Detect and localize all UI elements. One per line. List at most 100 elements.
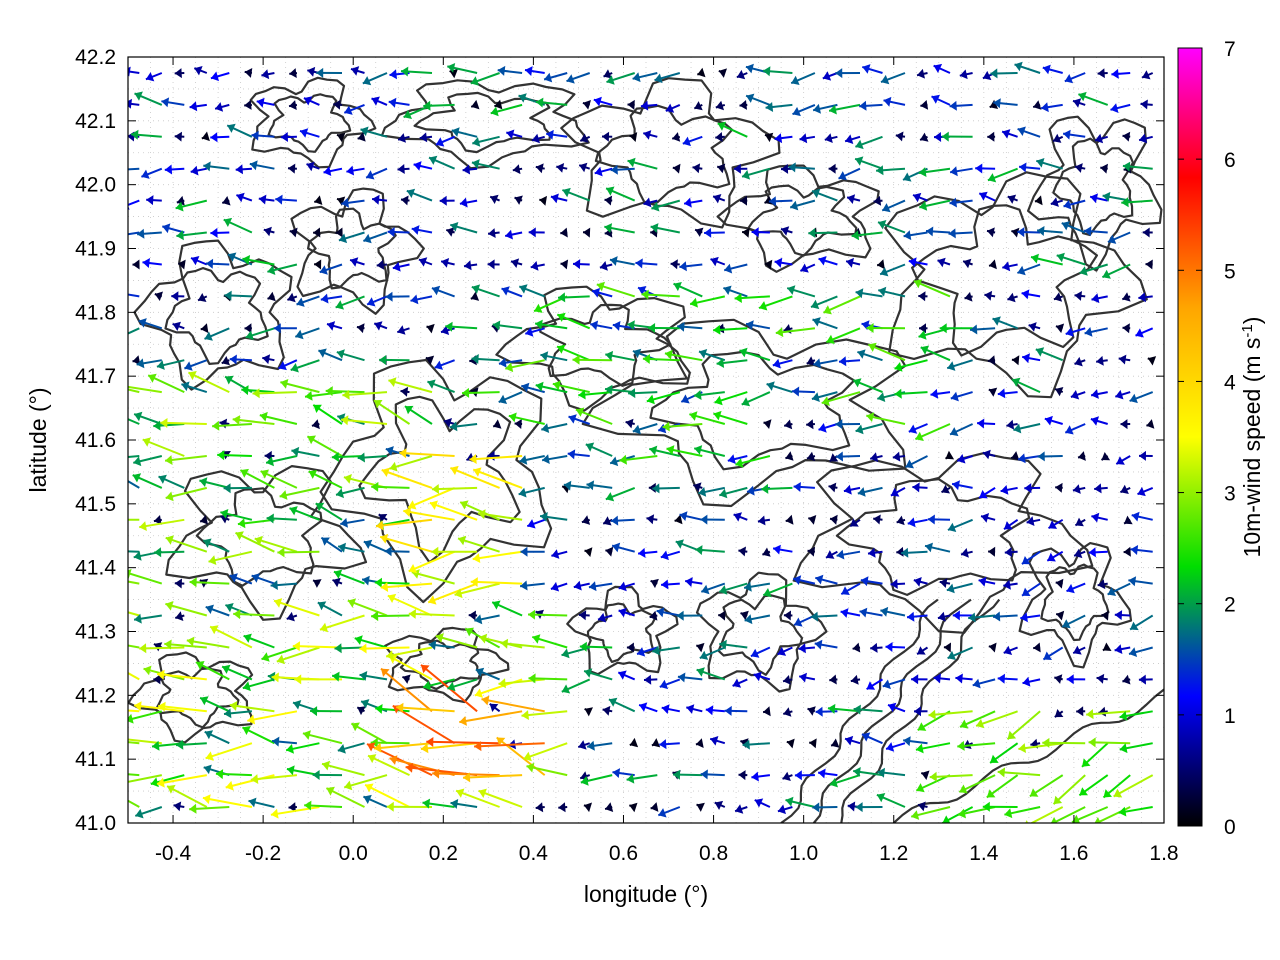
wind-arrow-head	[432, 768, 440, 779]
wind-arrow-head	[606, 75, 615, 85]
wind-arrow	[128, 167, 140, 171]
wind-arrow-head	[189, 101, 198, 112]
wind-arrow-head	[558, 292, 566, 303]
wind-arrow-head	[247, 714, 256, 725]
wind-arrow-head	[251, 573, 260, 583]
wind-arrow	[128, 773, 140, 777]
wind-arrow-head	[450, 222, 459, 232]
y-axis: 41.0 41.1 41.2 41.3 41.4 41.5 41.6 41.7 41.8 41.9…	[75, 46, 1164, 835]
wind-arrow-head	[1096, 355, 1104, 366]
wind-arrow	[1029, 806, 1064, 823]
wind-arrow-head	[1142, 227, 1150, 238]
wind-arrow-head	[512, 164, 521, 175]
wind-arrow-head	[289, 506, 298, 516]
wind-arrow-head	[839, 356, 847, 367]
wind-arrow-head	[458, 535, 467, 546]
wind-arrow-head	[371, 611, 379, 622]
wind-arrow-head	[644, 674, 652, 685]
wind-arrow-head	[618, 607, 627, 618]
wind-arrow-head	[431, 484, 439, 494]
wind-arrow-head	[578, 389, 586, 400]
wind-arrow-head	[784, 419, 793, 430]
wind-arrow-head	[203, 538, 212, 548]
wind-arrow-head	[1056, 610, 1065, 621]
wind-arrow-head	[764, 259, 773, 270]
wind-arrow-head	[870, 642, 878, 653]
wind-arrow-head	[757, 515, 766, 526]
wind-arrow-head	[937, 257, 946, 268]
wind-arrow-head	[811, 299, 820, 310]
wind-arrow-head	[735, 458, 744, 468]
colorbar-tick-label: 4	[1224, 371, 1236, 394]
contour-line	[195, 487, 323, 587]
wind-arrow-head	[568, 414, 577, 424]
wind-arrow-head	[639, 702, 648, 712]
wind-arrow	[379, 535, 433, 553]
wind-arrow-head	[594, 166, 603, 177]
wind-arrow	[340, 418, 388, 425]
wind-arrow-head	[681, 394, 690, 404]
wind-arrow	[321, 762, 365, 777]
wind-arrow-head	[585, 442, 595, 452]
contour-line	[1018, 542, 1133, 669]
wind-arrow-head	[782, 771, 791, 781]
wind-arrow-head	[947, 650, 956, 660]
wind-arrow-head	[498, 394, 508, 404]
wind-arrow-head	[1078, 451, 1086, 461]
wind-arrow	[156, 774, 207, 785]
wind-arrow-head	[535, 163, 544, 174]
wind-arrow-head	[471, 284, 481, 294]
wind-arrow-head	[877, 767, 885, 778]
wind-arrow-head	[322, 760, 331, 771]
wind-arrow-head	[1004, 547, 1013, 558]
wind-arrow-head	[1139, 133, 1148, 144]
wind-arrow-head	[988, 387, 998, 397]
wind-arrow-head	[235, 531, 244, 541]
wind-arrow-head	[520, 546, 528, 557]
wind-arrow-head	[560, 259, 569, 270]
wind-arrow-head	[1088, 737, 1096, 748]
wind-arrow-head	[949, 100, 957, 111]
wind-arrow	[342, 391, 388, 397]
wind-arrow-head	[327, 321, 336, 331]
wind-arrow-head	[357, 452, 365, 463]
wind-arrow-head	[315, 502, 325, 512]
wind-arrow-head	[267, 671, 276, 682]
wind-arrow-head	[883, 96, 892, 107]
wind-arrow-head	[441, 258, 450, 268]
wind-arrow-head	[920, 132, 929, 142]
wind-arrow-head	[815, 706, 823, 717]
wind-arrow-head	[941, 131, 949, 142]
wind-arrow-head	[158, 474, 167, 484]
wind-arrow-head	[471, 99, 480, 110]
wind-arrow-head	[573, 259, 581, 270]
wind-arrow-head	[1000, 485, 1009, 495]
contour-line	[154, 667, 240, 729]
wind-arrow	[459, 501, 501, 521]
wind-arrow-head	[606, 186, 615, 196]
wind-arrow-head	[988, 546, 996, 557]
wind-arrow	[470, 580, 523, 585]
x-tick-label: 0.4	[519, 842, 549, 865]
wind-arrow-head	[365, 783, 374, 793]
wind-arrow-head	[694, 390, 702, 400]
wind-arrow-head	[337, 196, 346, 206]
wind-arrow-head	[896, 515, 905, 526]
wind-arrow-head	[250, 774, 259, 784]
wind-arrow-head	[104, 786, 113, 795]
wind-arrow-head	[146, 195, 154, 206]
wind-arrow-head	[583, 227, 591, 238]
wind-arrow-head	[137, 228, 145, 239]
wind-arrow-head	[526, 762, 535, 773]
wind-arrow-head	[579, 162, 588, 173]
wind-arrow	[498, 678, 545, 685]
wind-arrow-head	[684, 197, 692, 208]
wind-arrow-head	[316, 67, 324, 78]
wind-arrow	[232, 418, 275, 425]
wind-arrow-head	[572, 354, 580, 365]
wind-arrow-head	[235, 164, 243, 175]
wind-arrow-head	[584, 707, 593, 717]
wind-arrow-head	[490, 106, 499, 117]
wind-arrow-head	[742, 739, 750, 750]
wind-arrow-head	[1138, 292, 1146, 303]
